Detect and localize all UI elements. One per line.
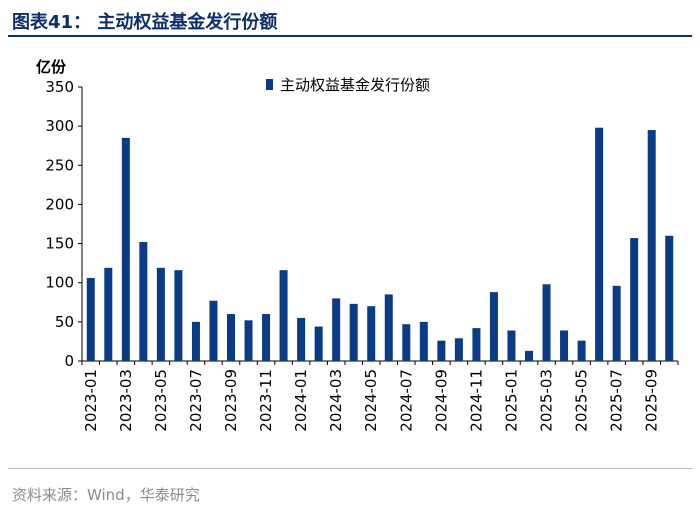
y-tick-label: 0 [64,352,74,370]
bar [244,320,253,361]
x-tick-label: 2024-01 [292,369,310,432]
bar [577,340,586,361]
x-tick-label: 2025-09 [643,369,661,432]
bar [367,306,376,361]
bar [630,238,639,361]
x-tick-label: 2024-05 [362,369,380,432]
bar [454,338,463,361]
bar [86,278,95,361]
bar [262,314,271,361]
y-tick-label: 100 [45,274,74,292]
bar [209,300,218,361]
y-tick-label: 250 [45,156,74,174]
bar [489,292,498,361]
bar [104,267,113,361]
y-tick-label: 50 [55,313,74,331]
bar [402,324,411,361]
bar [560,330,569,361]
x-tick-label: 2023-07 [187,369,205,432]
bar [595,127,604,361]
bar [121,137,130,361]
bar [156,267,165,361]
bar [472,328,481,361]
figure-title: 图表41： 主动权益基金发行份额 [12,12,278,33]
legend-label: 主动权益基金发行份额 [280,76,430,94]
bar [191,321,200,361]
x-tick-label: 2024-07 [397,369,415,432]
x-tick-label: 2023-03 [117,369,135,432]
bar [349,303,358,361]
source-note: 资料来源：Wind，华泰研究 [12,486,200,504]
chart-bars [86,127,674,361]
bar [332,298,341,361]
bar [525,350,533,361]
bar [174,270,183,361]
footer-rule [8,468,692,469]
x-tick-label: 2023-05 [152,369,170,432]
x-tick-label: 2023-01 [82,369,100,432]
x-tick-label: 2025-01 [502,369,520,432]
bar-chart: 0 50 100 150 200 250 300 350 亿份 2023-01 2023-03 202… [36,58,679,432]
x-tick-label: 2024-09 [432,369,450,432]
chart-legend: 主动权益基金发行份额 [266,76,430,94]
bar [297,317,306,361]
y-tick-label: 150 [45,235,74,253]
figure-header: 图表41： 主动权益基金发行份额 [8,4,692,37]
x-tick-label: 2023-11 [257,369,275,432]
y-tick-label: 200 [45,195,74,213]
bar [314,326,323,361]
bar [612,285,621,361]
bar [279,270,288,361]
bar [437,340,446,361]
bar [419,321,428,361]
y-tick-label: 300 [45,117,74,135]
y-tick-label: 350 [45,78,74,96]
bar [139,242,148,361]
bar [227,314,235,361]
bar [665,235,674,361]
x-tick-label: 2025-03 [538,369,556,432]
x-tick-label: 2024-03 [327,369,345,432]
bar [542,284,551,361]
chart-axes: 0 50 100 150 200 250 300 350 亿份 2023-01 2023-03 202… [36,58,679,432]
x-tick-label: 2023-09 [222,369,240,432]
bar [647,130,656,361]
x-tick-label: 2024-11 [467,369,485,432]
x-tick-label: 2025-05 [573,369,591,432]
x-tick-label: 2025-07 [608,369,626,432]
y-axis-unit: 亿份 [36,58,67,76]
bar [507,330,516,361]
header-rule [8,35,692,37]
legend-swatch [266,79,273,90]
bar [384,294,393,361]
